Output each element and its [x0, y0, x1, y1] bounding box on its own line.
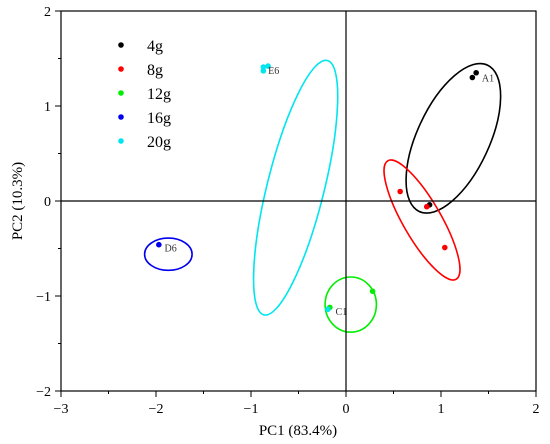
legend: 4g 8g 12g 16g 20g — [118, 38, 171, 151]
data-point-16g — [156, 241, 162, 248]
confidence-ellipse-20g — [252, 59, 339, 316]
legend-marker-8g — [118, 66, 124, 72]
confidence-ellipse-4g — [405, 62, 502, 214]
confidence-ellipse-16g — [143, 237, 193, 272]
point-label-16g: D6 — [165, 244, 177, 255]
x-tick-label: −1 — [244, 402, 259, 417]
data-point-8g — [442, 244, 448, 251]
chart-marks: A1 C1 D6 E6 — [143, 59, 502, 333]
x-tick-label: −3 — [54, 402, 69, 417]
legend-label-8g: 8g — [147, 62, 163, 79]
x-axis-title: PC1 (83.4%) — [259, 423, 337, 439]
y-tick-label: 0 — [44, 195, 51, 210]
confidence-ellipse-8g — [383, 159, 461, 281]
data-point-8g — [397, 188, 403, 195]
y-tick-label: −1 — [36, 290, 51, 305]
data-point-20g — [260, 68, 267, 74]
legend-label-16g: 16g — [147, 110, 171, 127]
legend-marker-20g — [118, 138, 124, 144]
legend-label-20g: 20g — [147, 134, 171, 151]
data-point-8g — [423, 203, 430, 210]
y-axis-title: PC2 (10.3%) — [10, 162, 26, 240]
legend-marker-12g — [118, 90, 124, 96]
y-tick-label: 1 — [44, 100, 51, 115]
point-label-20g: E6 — [268, 66, 279, 77]
legend-label-4g: 4g — [147, 38, 163, 55]
x-tick-label: 0 — [343, 402, 350, 417]
legend-label-12g: 12g — [147, 86, 171, 103]
data-point-4g — [469, 74, 476, 81]
y-tick-label: 2 — [44, 5, 51, 20]
confidence-ellipse-12g — [324, 276, 378, 333]
point-label-4g: A1 — [482, 74, 494, 85]
legend-marker-16g — [118, 114, 124, 120]
x-tick-label: 1 — [438, 402, 445, 417]
data-point-20g — [325, 306, 331, 313]
x-tick-label: −2 — [149, 402, 164, 417]
data-point-4g — [473, 69, 479, 76]
legend-marker-4g — [118, 42, 124, 48]
data-point-20g — [265, 63, 271, 69]
x-tick-label: 2 — [533, 402, 540, 417]
y-tick-label: −2 — [36, 385, 51, 400]
point-label-12g: C1 — [336, 307, 348, 318]
data-point-12g — [369, 288, 376, 295]
